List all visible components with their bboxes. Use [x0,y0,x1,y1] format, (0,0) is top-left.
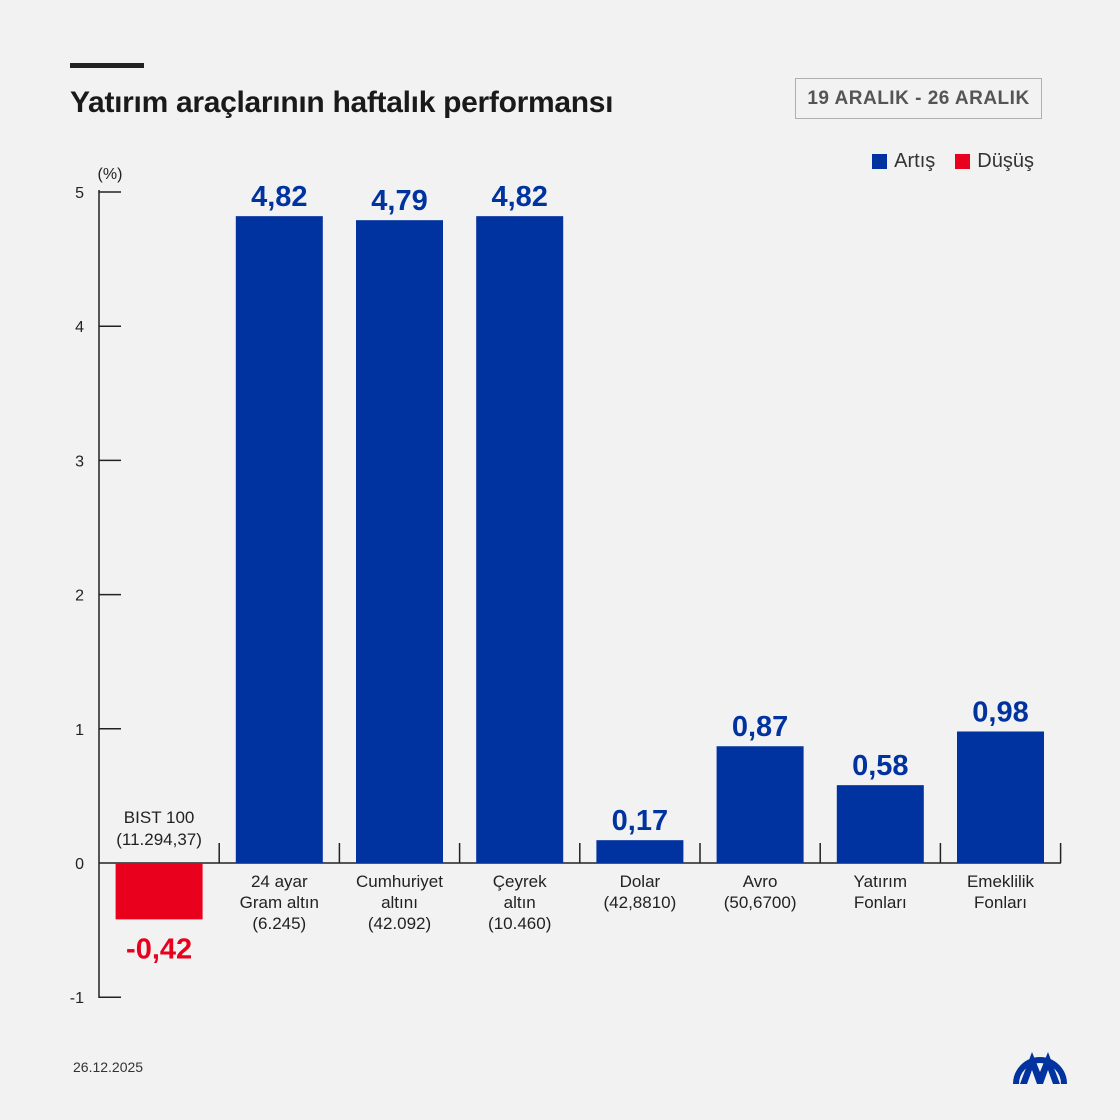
bar-7 [957,731,1044,863]
category-label: Gram altın [240,893,319,912]
legend-swatch-blue [872,154,888,169]
category-label: (50,6700) [724,893,797,912]
category-label: (42,8810) [604,893,677,912]
category-label: Avro [743,872,778,891]
y-tick-label: 2 [75,588,84,605]
category-label: Fonları [974,893,1027,912]
legend: Artış Düşüş [872,150,1034,173]
category-label: (6.245) [252,914,306,933]
y-tick-label: 4 [75,319,84,336]
category-label: (11.294,37) [116,830,202,849]
bar-3 [476,216,564,863]
category-label: Fonları [854,893,907,912]
y-tick-label: -1 [70,990,84,1007]
category-label: 24 ayar [251,872,308,891]
category-label: altını [381,893,418,912]
legend-item-decrease: Düşüş [955,150,1034,173]
data-label: 4,82 [491,181,547,213]
footer-date: 26.12.2025 [73,1059,144,1075]
legend-label: Artış [894,150,936,172]
data-label: 4,82 [251,181,307,213]
data-label: 0,58 [852,750,908,782]
legend-item-increase: Artış [872,150,935,173]
category-label: Yatırım [854,872,908,891]
category-label: Dolar [620,872,661,891]
data-label: 0,87 [732,711,788,743]
y-axis-label: (%) [98,166,123,183]
data-label: 4,79 [371,185,427,217]
category-label: Cumhuriyet [356,872,443,891]
bar-1 [235,216,323,863]
y-tick-label: 0 [75,856,84,873]
bar-4 [596,840,684,863]
date-range-badge: 19 ARALIK - 26 ARALIK [795,78,1042,119]
category-label: altın [504,893,536,912]
bar-5 [716,746,804,863]
y-tick-label: 5 [75,185,84,202]
aa-logo [1013,1052,1067,1085]
category-label: BIST 100 [124,808,195,827]
legend-label: Düşüş [977,150,1034,172]
chart-title: Yatırım araçlarının haftalık performansı [70,86,614,119]
bar-0 [115,863,203,920]
y-tick-label: 3 [75,453,84,470]
title-rule [70,63,144,68]
legend-swatch-red [955,154,971,169]
bar-6 [836,785,924,863]
data-label: -0,42 [126,933,192,965]
category-label: Emeklilik [967,872,1035,891]
category-label: Çeyrek [493,872,547,891]
y-tick-label: 1 [75,722,84,739]
data-label: 0,98 [972,696,1028,728]
bar-2 [356,220,443,863]
data-label: 0,17 [612,805,668,837]
category-label: (42.092) [368,914,431,933]
category-label: (10.460) [488,914,551,933]
